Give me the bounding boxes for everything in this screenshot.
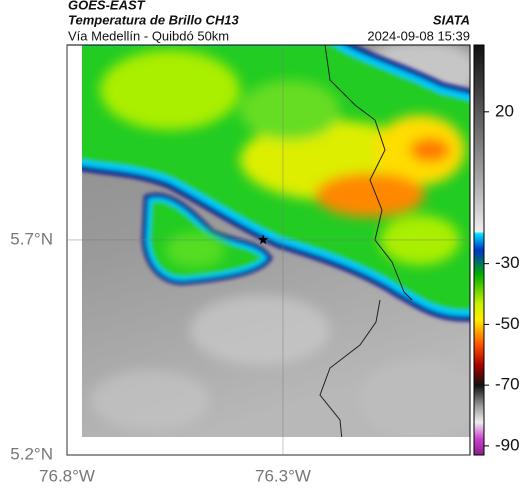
colorbar-tick-label: -30 — [495, 253, 520, 272]
source: GOES-EAST — [68, 0, 146, 12]
timestamp: 2024-09-08 15:39 — [367, 28, 470, 43]
location-marker — [257, 234, 269, 245]
lon-tick-label: 76.3°W — [255, 466, 311, 485]
subtitle: Vía Medellín - Quibdó 50km — [68, 28, 229, 43]
brand: SIATA — [433, 12, 470, 27]
title: Temperatura de Brillo CH13 — [68, 12, 240, 27]
colorbar-tick-label: -70 — [495, 375, 520, 394]
colorbar-tick-label: -50 — [495, 314, 520, 333]
lat-tick-label: 5.2°N — [10, 444, 53, 463]
colorbar — [473, 44, 485, 456]
lat-tick-label: 5.7°N — [10, 229, 53, 248]
satellite-image — [82, 45, 470, 437]
colorbar-tick-label: 20 — [495, 101, 514, 120]
lon-tick-label: 76.8°W — [39, 466, 95, 485]
colorbar-tick-label: -90 — [495, 435, 520, 454]
